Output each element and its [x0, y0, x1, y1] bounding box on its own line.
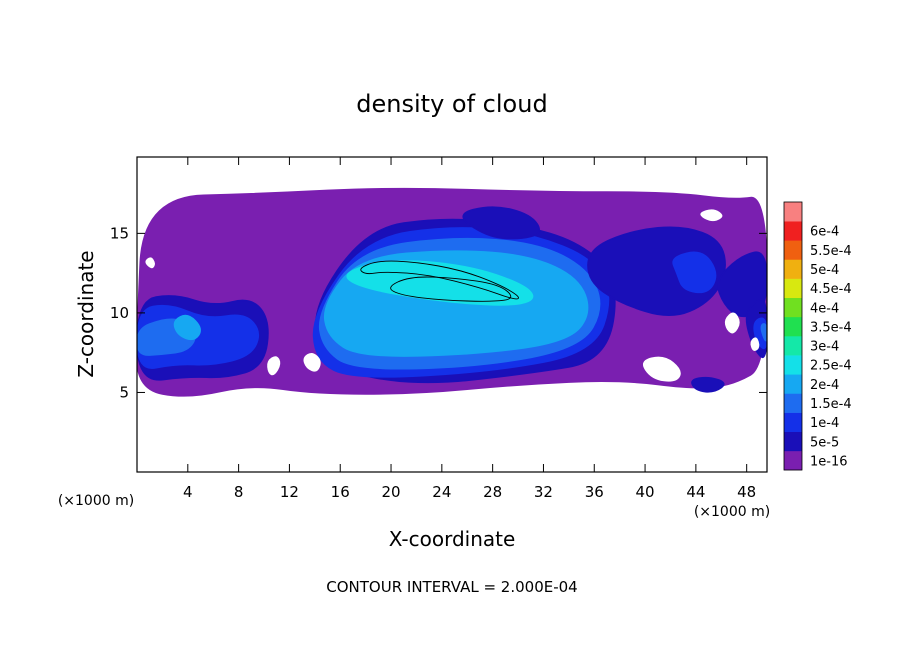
x-tick-label: 28 — [483, 483, 502, 501]
y-tick-label: 15 — [110, 224, 129, 242]
y-axis-label: Z-coordinate — [74, 250, 98, 377]
colorbar-swatch — [784, 450, 802, 471]
contour-lines — [360, 260, 519, 302]
x-tick-label: 36 — [585, 483, 604, 501]
colorbar-swatch — [784, 336, 802, 356]
y-axis-ticks: 5 10 15 — [110, 224, 767, 401]
colorbar-label: 5e-5 — [810, 435, 839, 450]
colorbar-label: 5e-4 — [810, 263, 839, 278]
colorbar-label: 5.5e-4 — [810, 244, 852, 259]
colorbar-swatch — [784, 297, 802, 318]
x-tick-label: 12 — [280, 483, 299, 501]
contour-line-0 — [360, 260, 519, 300]
contour-interval-note: CONTOUR INTERVAL = 2.000E-04 — [326, 578, 577, 596]
colorbar-label: 1e-4 — [810, 416, 839, 431]
colorbar-label: 3e-4 — [810, 340, 839, 355]
plot-frame — [136, 156, 768, 473]
density-region-17 — [691, 376, 725, 393]
x-tick-label: 8 — [234, 483, 244, 501]
colorbar-swatch — [784, 202, 802, 222]
x-tick-label: 20 — [381, 483, 400, 501]
x-tick-label: 44 — [686, 483, 705, 501]
clear-air-patch-3 — [267, 356, 281, 376]
x-axis-label: X-coordinate — [389, 527, 516, 551]
x-tick-label: 24 — [432, 483, 451, 501]
clear-air-patch-6 — [750, 337, 760, 352]
colorbar-swatch — [784, 221, 802, 241]
colorbar-label: 4.5e-4 — [810, 282, 852, 297]
y-tick-label: 10 — [110, 304, 129, 322]
density-region-9 — [173, 314, 201, 341]
density-region-12 — [717, 251, 767, 318]
colorbar-swatch — [784, 316, 802, 337]
clear-air-patch-1 — [700, 209, 723, 222]
clear-air-patch-2 — [303, 353, 321, 372]
x-axis-ticks: 4 8 12 16 20 24 28 32 36 40 44 48 — [183, 157, 756, 501]
clear-air-patch-5 — [724, 312, 740, 334]
colorbar-label: 1e-16 — [810, 454, 848, 469]
colorbar-label: 3.5e-4 — [810, 320, 852, 335]
contour-line-1 — [390, 276, 512, 302]
x-tick-label: 16 — [331, 483, 350, 501]
y-tick-label: 5 — [119, 383, 129, 401]
colorbar-swatch — [784, 278, 802, 299]
colorbar-swatch — [784, 355, 802, 375]
colorbar-label: 4e-4 — [810, 301, 839, 316]
colorbar-swatch — [784, 259, 802, 279]
x-tick-label: 48 — [737, 483, 756, 501]
plot-area — [137, 187, 767, 397]
x-unit-label-right: (×1000 m) — [694, 504, 770, 520]
density-region-16 — [462, 206, 540, 240]
clear-air-patch-4 — [642, 356, 681, 382]
x-tick-label: 32 — [534, 483, 553, 501]
colorbar-label: 1.5e-4 — [810, 397, 852, 412]
x-tick-label: 4 — [183, 483, 193, 501]
colorbar: 1e-16 5e-5 1e-4 1.5e-4 2e-4 2.5e-4 3e-4 3.5e-4 4… — [783, 201, 852, 471]
colorbar-swatch — [784, 374, 802, 394]
density-region-11 — [672, 251, 717, 294]
density-region-15 — [760, 323, 767, 342]
x-tick-label: 40 — [636, 483, 655, 501]
chart-title: density of cloud — [356, 90, 547, 118]
colorbar-label: 2.5e-4 — [810, 359, 852, 374]
clear-air-patch-0 — [145, 257, 155, 269]
colorbar-swatch — [784, 412, 802, 433]
colorbar-swatch — [784, 393, 802, 413]
colorbar-label: 2e-4 — [810, 378, 839, 393]
colorbar-swatch — [784, 431, 802, 452]
colorbar-frame — [783, 201, 803, 471]
x-unit-label-left: (×1000 m) — [58, 493, 134, 509]
colorbar-label: 6e-4 — [810, 225, 839, 240]
colorbar-swatch — [784, 240, 802, 260]
